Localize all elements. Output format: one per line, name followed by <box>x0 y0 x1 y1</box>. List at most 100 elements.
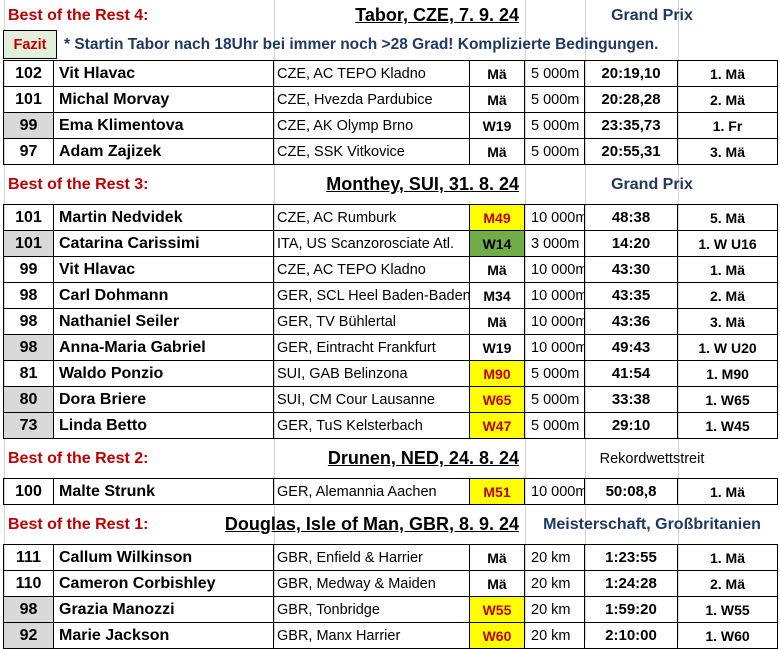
time-cell: 43:35 <box>584 282 678 309</box>
athlete-name: Linda Betto <box>53 412 274 439</box>
section-header: Best of the Rest 1: Douglas, Isle of Man,… <box>0 511 780 538</box>
points-cell: 98 <box>3 308 54 335</box>
club-cell: GBR, Tonbridge <box>273 596 470 623</box>
table-row: 81 Waldo Ponzio SUI, GAB Belinzona M90 5 000… <box>0 360 780 387</box>
points-cell: 101 <box>3 230 54 257</box>
fazit-note: * Startin Tabor nach 18Uhr bei immer noc… <box>64 36 659 53</box>
points-cell: 80 <box>3 386 54 413</box>
distance-cell: 10 000m <box>524 308 585 335</box>
time-cell: 1:23:55 <box>584 544 678 571</box>
event-type: Grand Prix <box>611 175 693 193</box>
distance-cell: 5 000m <box>524 386 585 413</box>
placement-cell: 1. Fr <box>677 112 778 139</box>
table-row: 92 Marie Jackson GBR, Manx Harrier W60 20 km… <box>0 622 780 649</box>
athlete-name: Cameron Corbishley <box>53 570 274 597</box>
section-title: Best of the Rest 1: <box>8 515 149 533</box>
table-row: 73 Linda Betto GER, TuS Kelsterbach W47 5 00… <box>0 412 780 439</box>
points-cell: 98 <box>3 334 54 361</box>
distance-cell: 5 000m <box>524 360 585 387</box>
distance-cell: 10 000m <box>524 204 585 231</box>
table-row: 111 Callum Wilkinson GBR, Enfield & Harrie… <box>0 544 780 571</box>
placement-cell: 2. Mä <box>677 282 778 309</box>
athlete-name: Dora Briere <box>53 386 274 413</box>
distance-cell: 3 000m <box>524 230 585 257</box>
points-cell: 101 <box>3 86 54 113</box>
placement-cell: 1. W55 <box>677 596 778 623</box>
points-cell: 102 <box>3 60 54 87</box>
time-cell: 50:08,8 <box>584 478 678 505</box>
category-cell: Mä <box>469 138 525 165</box>
section-title: Best of the Rest 4: <box>8 6 149 24</box>
time-cell: 20:55,31 <box>584 138 678 165</box>
club-cell: SUI, CM Cour Lausanne <box>273 386 470 413</box>
distance-cell: 5 000m <box>524 138 585 165</box>
table-row: 98 Anna-Maria Gabriel GER, Eintracht Frank… <box>0 334 780 361</box>
athlete-name: Michal Morvay <box>53 86 274 113</box>
athlete-name: Vit Hlavac <box>53 60 274 87</box>
category-cell: Mä <box>469 256 525 283</box>
category-cell: W19 <box>469 112 525 139</box>
placement-cell: 1. Mä <box>677 60 778 87</box>
athlete-name: Adam Zajizek <box>53 138 274 165</box>
athlete-name: Anna-Maria Gabriel <box>53 334 274 361</box>
table-row: 99 Ema Klimentova CZE, AK Olymp Brno W19 5 0… <box>0 112 780 139</box>
club-cell: CZE, AK Olymp Brno <box>273 112 470 139</box>
section-title: Best of the Rest 3: <box>8 175 149 193</box>
club-cell: GER, Eintracht Frankfurt <box>273 334 470 361</box>
distance-cell: 10 000m <box>524 282 585 309</box>
table-row: 98 Carl Dohmann GER, SCL Heel Baden-Baden M… <box>0 282 780 309</box>
time-cell: 20:28,28 <box>584 86 678 113</box>
club-cell: GER, TV Bühlertal <box>273 308 470 335</box>
placement-cell: 1. Mä <box>677 478 778 505</box>
table-row: 101 Michal Morvay CZE, Hvezda Pardubice Mä 5… <box>0 86 780 113</box>
category-cell: Mä <box>469 86 525 113</box>
event-title: Monthey, SUI, 31. 8. 24 <box>326 174 519 194</box>
club-cell: CZE, AC TEPO Kladno <box>273 60 470 87</box>
athlete-name: Malte Strunk <box>53 478 274 505</box>
section-title: Best of the Rest 2: <box>8 449 149 467</box>
placement-cell: 1. Mä <box>677 256 778 283</box>
points-cell: 99 <box>3 256 54 283</box>
time-cell: 14:20 <box>584 230 678 257</box>
distance-cell: 20 km <box>524 544 585 571</box>
athlete-name: Grazia Manozzi <box>53 596 274 623</box>
event-type: Grand Prix <box>611 6 693 24</box>
time-cell: 1:24:28 <box>584 570 678 597</box>
points-cell: 110 <box>3 570 54 597</box>
gridline <box>678 0 679 641</box>
table-row: 101 Catarina Carissimi ITA, US Scanzorosci… <box>0 230 780 257</box>
club-cell: CZE, AC Rumburk <box>273 204 470 231</box>
points-cell: 100 <box>3 478 54 505</box>
placement-cell: 5. Mä <box>677 204 778 231</box>
club-cell: CZE, Hvezda Pardubice <box>273 86 470 113</box>
points-cell: 101 <box>3 204 54 231</box>
category-cell: W55 <box>469 596 525 623</box>
placement-cell: 1. Mä <box>677 544 778 571</box>
club-cell: GER, Alemannia Aachen <box>273 478 470 505</box>
category-cell: M51 <box>469 478 525 505</box>
distance-cell: 5 000m <box>524 112 585 139</box>
section-header: Best of the Rest 3: Monthey, SUI, 31. 8. … <box>0 171 780 198</box>
points-cell: 99 <box>3 112 54 139</box>
athlete-name: Vit Hlavac <box>53 256 274 283</box>
athlete-name: Callum Wilkinson <box>53 544 274 571</box>
placement-cell: 1. W65 <box>677 386 778 413</box>
points-cell: 92 <box>3 622 54 649</box>
placement-cell: 1. M90 <box>677 360 778 387</box>
distance-cell: 5 000m <box>524 86 585 113</box>
gridline <box>585 0 586 641</box>
category-cell: M49 <box>469 204 525 231</box>
time-cell: 49:43 <box>584 334 678 361</box>
distance-cell: 10 000m <box>524 478 585 505</box>
gridline <box>525 0 526 641</box>
points-cell: 98 <box>3 282 54 309</box>
table-row: 101 Martin Nedvidek CZE, AC Rumburk M49 10 0… <box>0 204 780 231</box>
section-header: Best of the Rest 4: Tabor, CZE, 7. 9. 24 G… <box>0 2 780 29</box>
event-title: Douglas, Isle of Man, GBR, 8. 9. 24 <box>224 514 519 534</box>
table-row: 98 Nathaniel Seiler GER, TV Bühlertal Mä 10 … <box>0 308 780 335</box>
points-cell: 98 <box>3 596 54 623</box>
distance-cell: 5 000m <box>524 412 585 439</box>
placement-cell: 3. Mä <box>677 308 778 335</box>
event-title: Tabor, CZE, 7. 9. 24 <box>355 5 519 25</box>
